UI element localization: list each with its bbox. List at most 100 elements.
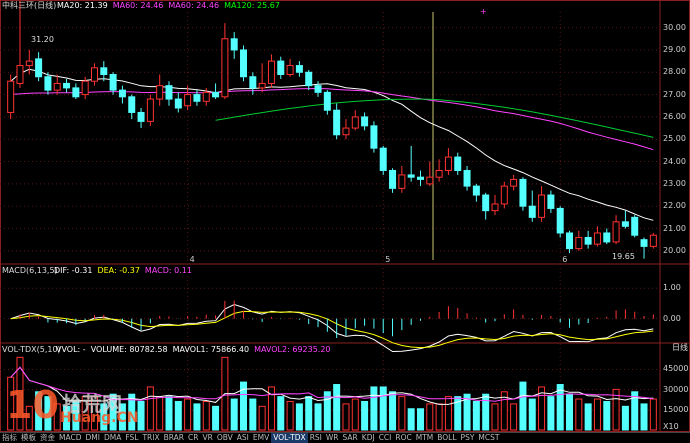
volume-bar — [90, 396, 98, 431]
indicator-tab[interactable]: MACD — [59, 433, 82, 442]
volume-bar — [556, 384, 564, 431]
indicator-tab[interactable]: 指标 — [2, 433, 17, 442]
volume-bar — [389, 391, 397, 431]
candle-down — [603, 232, 611, 243]
indicator-tab[interactable]: FSL — [125, 433, 139, 442]
indicator-tab[interactable]: CCI — [378, 433, 392, 442]
price-tick-label: 27.00 — [663, 89, 686, 99]
indicator-tab[interactable]: WR — [325, 433, 339, 442]
period-label[interactable]: 日线 — [672, 343, 688, 352]
indicator-tab[interactable]: VOL-TDX — [271, 433, 308, 443]
ma60-line — [10, 87, 654, 151]
indicator-tab[interactable]: DMI — [85, 433, 100, 442]
indicator-tab[interactable]: PSY — [460, 433, 475, 442]
volume-bar — [566, 393, 574, 431]
indicator-tab[interactable]: EMV — [252, 433, 270, 442]
indicator-tab[interactable]: CR — [188, 433, 199, 442]
candle-down — [621, 221, 629, 227]
volume-bar — [621, 405, 629, 431]
indicator-tab[interactable]: SAR — [342, 433, 358, 442]
candle-down — [100, 67, 108, 76]
price-tick-label: 30.00 — [663, 22, 686, 32]
volume-bar — [603, 400, 611, 431]
candle-up — [202, 91, 210, 102]
volume-bar — [109, 393, 117, 431]
candle-down — [566, 232, 574, 250]
volume-bar — [379, 386, 387, 431]
indicator-tab[interactable]: OBV — [216, 433, 233, 442]
candle-up — [426, 176, 434, 185]
candle-down — [128, 96, 136, 113]
candle-down — [584, 236, 592, 245]
volume-tick-label: 30000 — [663, 384, 689, 394]
volume-bar — [631, 391, 639, 431]
volume-tick-label: 15000 — [663, 404, 689, 414]
candle-down — [230, 38, 238, 51]
candle-down — [44, 76, 52, 91]
candle-down — [361, 116, 369, 127]
volume-bar — [72, 400, 80, 431]
candle-down — [333, 109, 341, 136]
indicator-tab[interactable]: MTM — [415, 433, 434, 442]
candle-down — [407, 174, 415, 178]
candle-down — [323, 91, 331, 111]
volume-bar — [25, 405, 33, 431]
volume-bar — [267, 386, 275, 431]
low-marker: 19.65 — [612, 252, 635, 261]
indicator-tab[interactable]: BOLL — [437, 433, 457, 442]
indicator-tab[interactable]: ROC — [395, 433, 412, 442]
indicator-tab[interactable]: KDJ — [361, 433, 375, 442]
indicator-tab[interactable]: RSI — [309, 433, 322, 442]
volume-bar — [165, 396, 173, 431]
volume-bar — [53, 403, 61, 431]
volume-bar — [193, 403, 201, 431]
indicator-tab[interactable]: MCST — [478, 433, 500, 442]
volume-legend-item: VOLUME: 80782.58 — [90, 345, 168, 354]
candle-up — [221, 38, 229, 98]
volume-bar — [407, 408, 415, 431]
candle-up — [510, 178, 518, 187]
candle-up — [649, 234, 657, 247]
candle-down — [63, 82, 71, 89]
candle-up — [258, 82, 266, 89]
candle-down — [35, 58, 43, 78]
candle-down — [631, 216, 639, 236]
price-tick-label: 29.00 — [663, 44, 686, 54]
price-tick-label: 21.00 — [663, 223, 686, 233]
volume-bar — [351, 398, 359, 431]
indicator-tab[interactable]: 资金 — [40, 433, 55, 442]
volume-bar — [156, 396, 164, 431]
volume-bar — [547, 396, 555, 431]
macd-legend-item: MACD: 0.11 — [144, 266, 192, 275]
volume-legend-item: MAVOL1: 75866.40 — [172, 345, 250, 354]
volume-bar — [482, 393, 490, 431]
top-marker: + — [480, 7, 487, 16]
volume-bar — [100, 403, 108, 431]
volume-bar — [472, 400, 480, 431]
volume-bar — [202, 400, 210, 431]
indicator-tab[interactable]: 模板 — [21, 433, 36, 442]
volume-bar — [286, 400, 294, 431]
candle-down — [389, 169, 397, 189]
candle-down — [249, 76, 257, 89]
month-label: 5 — [385, 255, 390, 264]
indicator-tab[interactable]: VR — [202, 433, 213, 442]
mavol2-line — [10, 366, 654, 402]
candle-down — [193, 94, 201, 102]
watermark-number: 10 — [6, 383, 59, 427]
volume-bar — [137, 400, 145, 431]
indicator-tab[interactable]: DMA — [103, 433, 122, 442]
candle-down — [454, 156, 462, 171]
indicator-tab[interactable]: ASI — [236, 433, 249, 442]
volume-bar — [342, 403, 350, 431]
mavol1-line — [10, 366, 654, 405]
volume-bar — [361, 400, 369, 431]
indicator-tab[interactable]: BRAR — [163, 433, 185, 442]
ma-legend-item: MA60: 24.46 — [168, 1, 220, 10]
indicator-tab[interactable]: TRIX — [142, 433, 160, 442]
volume-bar — [640, 403, 648, 431]
price-tick-label: 20.00 — [663, 245, 686, 255]
candle-up — [81, 80, 89, 96]
macd-dea-line — [10, 310, 654, 349]
